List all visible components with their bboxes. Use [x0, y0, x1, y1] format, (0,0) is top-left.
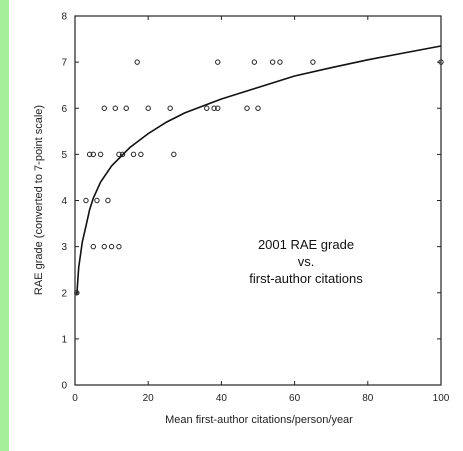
data-point — [90, 243, 97, 250]
plot-frame — [74, 15, 442, 386]
data-point — [145, 105, 151, 111]
y-tick-label: 5 — [61, 150, 67, 161]
x-tick-label: 20 — [143, 393, 155, 404]
data-point — [251, 59, 258, 65]
data-point — [116, 151, 122, 158]
annotation-line-3: first-author citations — [249, 271, 363, 286]
data-point — [105, 197, 111, 204]
data-point — [134, 59, 140, 65]
y-tick-label: 8 — [61, 12, 67, 23]
data-point — [167, 105, 173, 111]
y-axis-label: RAE grade (converted to 7-point scale) — [33, 105, 45, 295]
data-point — [215, 105, 221, 111]
data-point — [269, 59, 276, 65]
data-point — [119, 151, 126, 158]
data-point — [130, 151, 137, 158]
annotation-line-1: 2001 RAE grade — [258, 237, 354, 252]
y-tick-label: 7 — [61, 58, 67, 69]
left-border-strip — [0, 0, 9, 451]
x-tick-label: 80 — [362, 393, 374, 404]
data-point — [112, 105, 118, 111]
x-tick-label: 60 — [289, 393, 301, 404]
data-point — [123, 105, 129, 111]
data-point — [211, 105, 217, 111]
fitted-curve — [76, 45, 442, 296]
data-point — [94, 197, 100, 204]
x-axis-label: Mean first-author citations/person/year — [165, 414, 353, 426]
data-point — [86, 151, 93, 158]
x-tick-label: 100 — [433, 393, 450, 404]
y-tick-label: 2 — [61, 288, 67, 299]
data-point — [101, 243, 107, 250]
y-tick-label: 0 — [61, 381, 67, 392]
data-point — [204, 105, 210, 111]
data-point — [215, 59, 221, 65]
x-tick-label: 0 — [72, 393, 78, 404]
data-point — [101, 105, 107, 111]
y-tick-label: 3 — [61, 242, 67, 253]
annotation-line-2: vs. — [298, 254, 315, 269]
plot-layer — [74, 15, 444, 386]
data-point — [255, 105, 261, 111]
data-point — [83, 197, 89, 204]
data-point — [138, 151, 144, 158]
y-tick-label: 6 — [61, 104, 67, 115]
data-point — [74, 290, 80, 296]
x-tick-label: 40 — [216, 393, 228, 404]
data-point — [116, 243, 122, 250]
data-point — [244, 105, 250, 111]
y-tick-label: 4 — [61, 196, 67, 207]
data-point — [90, 151, 97, 158]
data-point — [97, 151, 104, 158]
data-point — [171, 151, 177, 158]
data-point — [108, 243, 115, 250]
data-point — [277, 59, 283, 65]
y-tick-label: 1 — [61, 334, 67, 345]
data-point — [310, 59, 316, 65]
